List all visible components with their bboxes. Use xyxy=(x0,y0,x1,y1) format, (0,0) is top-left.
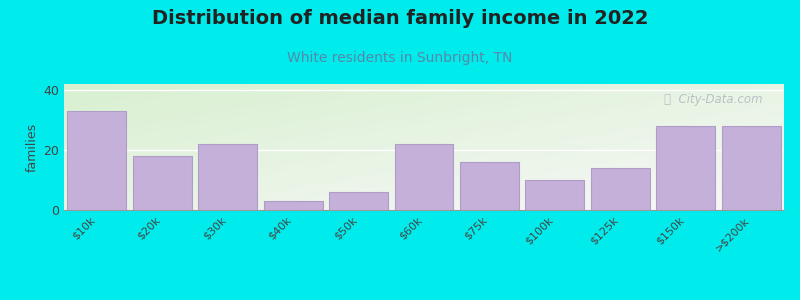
Text: White residents in Sunbright, TN: White residents in Sunbright, TN xyxy=(287,51,513,65)
Y-axis label: families: families xyxy=(26,122,39,172)
Bar xyxy=(526,180,584,210)
Bar xyxy=(198,144,257,210)
Text: Distribution of median family income in 2022: Distribution of median family income in … xyxy=(152,9,648,28)
Text: ⓘ  City-Data.com: ⓘ City-Data.com xyxy=(664,93,762,106)
Bar xyxy=(67,111,126,210)
Bar xyxy=(329,192,388,210)
Bar xyxy=(722,126,781,210)
Bar xyxy=(133,156,192,210)
Bar xyxy=(591,168,650,210)
Bar xyxy=(394,144,454,210)
Bar xyxy=(264,201,322,210)
Bar xyxy=(656,126,715,210)
Bar xyxy=(460,162,519,210)
